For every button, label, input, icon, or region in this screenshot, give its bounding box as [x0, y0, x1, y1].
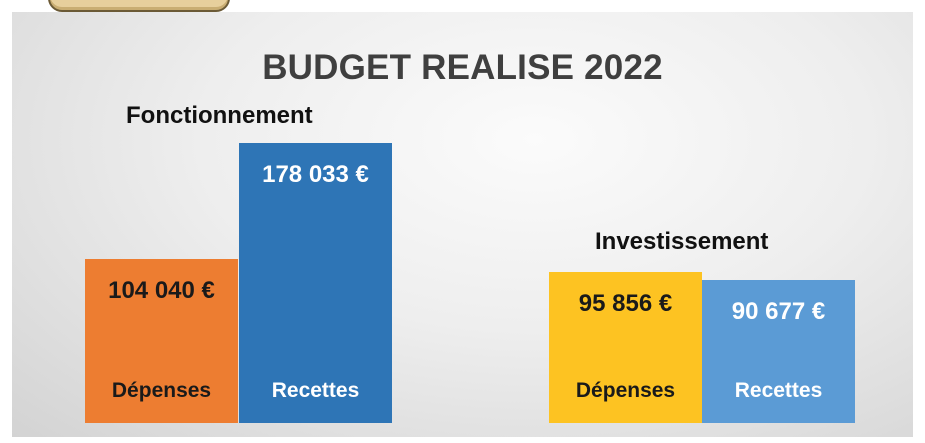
- bar-value-label-fonctionnement-recettes: 178 033 €: [262, 161, 369, 188]
- slide: BUDGET REALISE 2022 Fonctionnement Inves…: [12, 12, 913, 437]
- chart-title: BUDGET REALISE 2022: [262, 48, 663, 87]
- bar-investissement-depenses: [549, 272, 702, 423]
- bar-fonctionnement-depenses: [85, 259, 238, 423]
- bar-value-label-investissement-depenses: 95 856 €: [578, 290, 673, 317]
- bar-category-label-fonctionnement-recettes: Recettes: [271, 379, 360, 402]
- bar-value-label-fonctionnement-depenses: 104 040 €: [108, 277, 215, 304]
- top-strip: [0, 0, 925, 12]
- bar-category-label-fonctionnement-depenses: Dépenses: [111, 379, 212, 402]
- group-label-investissement: Investissement: [595, 228, 769, 255]
- decorative-tab: [48, 0, 230, 12]
- bar-category-label-investissement-recettes: Recettes: [734, 379, 823, 402]
- bar-investissement-recettes: [702, 280, 855, 423]
- group-label-fonctionnement: Fonctionnement: [126, 102, 313, 129]
- bar-category-label-investissement-depenses: Dépenses: [575, 379, 676, 402]
- bar-value-label-investissement-recettes: 90 677 €: [731, 298, 826, 325]
- bar-fonctionnement-recettes: [239, 143, 392, 423]
